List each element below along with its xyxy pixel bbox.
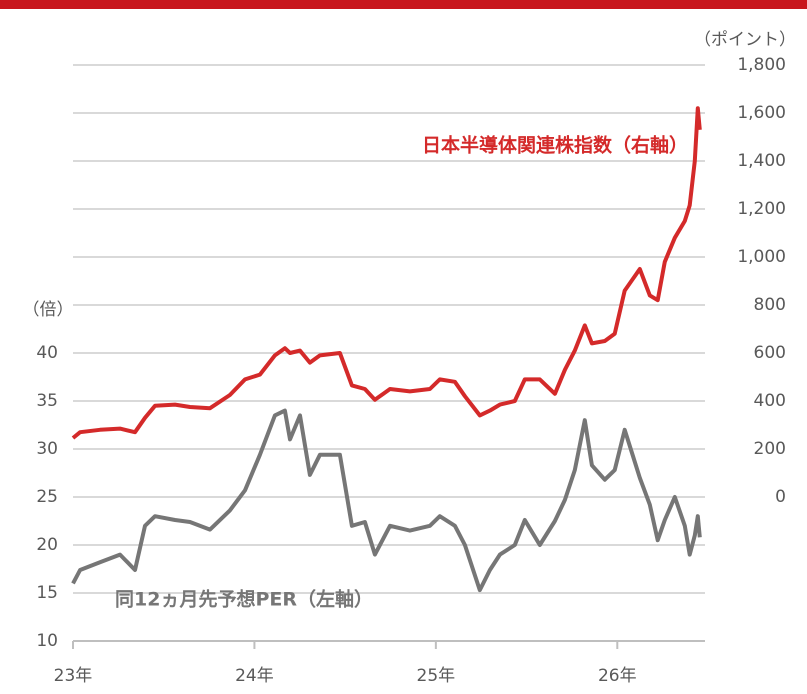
y-tick-label: 15 bbox=[36, 583, 58, 603]
x-tick-label: 26年 bbox=[598, 666, 637, 686]
y2-tick-label: 1,600 bbox=[737, 103, 786, 123]
y2-tick-label: 1,400 bbox=[737, 151, 786, 171]
y2-tick-label: 0 bbox=[775, 487, 786, 507]
series-label: 日本半導体関連株指数（右軸） bbox=[422, 134, 688, 157]
x-tick-label: 24年 bbox=[235, 666, 274, 686]
y-tick-label: 35 bbox=[36, 391, 58, 411]
y-tick-label: 10 bbox=[36, 631, 58, 651]
y2-tick-label: 1,800 bbox=[737, 55, 786, 75]
y-tick-label: 30 bbox=[36, 439, 58, 459]
y2-tick-label: 600 bbox=[754, 343, 786, 363]
y2-tick-label: 1,000 bbox=[737, 247, 786, 267]
series-label: 同12ヵ月先予想PER（左軸） bbox=[115, 588, 373, 611]
y-axis-label: （倍） bbox=[23, 300, 74, 320]
series-line bbox=[71, 106, 702, 440]
y-tick-label: 40 bbox=[36, 343, 58, 363]
y2-tick-label: 200 bbox=[754, 439, 786, 459]
x-tick-label: 25年 bbox=[417, 666, 456, 686]
y2-tick-label: 800 bbox=[754, 295, 786, 315]
y2-axis-label: （ポイント） bbox=[694, 30, 796, 50]
y2-tick-label: 400 bbox=[754, 391, 786, 411]
top-bar bbox=[0, 0, 807, 9]
y2-tick-label: 1,200 bbox=[737, 199, 786, 219]
series-line bbox=[71, 408, 702, 593]
y-tick-label: 20 bbox=[36, 535, 58, 555]
y-tick-label: 25 bbox=[36, 487, 58, 507]
x-tick-label: 23年 bbox=[54, 666, 93, 686]
